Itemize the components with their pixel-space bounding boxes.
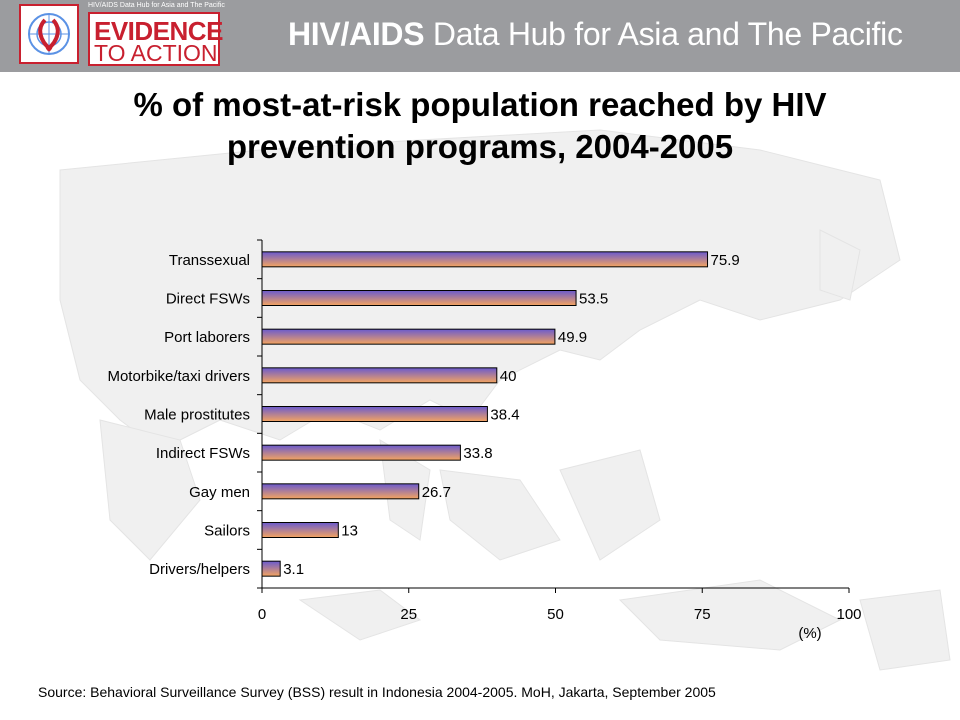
category-label: Direct FSWs [166,291,250,308]
category-label: Sailors [204,523,250,540]
category-label: Drivers/helpers [149,561,250,578]
x-tick-label: 25 [400,606,417,623]
bar [261,483,420,500]
category-label: Motorbike/taxi drivers [107,368,250,385]
data-label: 26.7 [422,484,451,501]
data-label: 75.9 [711,252,740,269]
bar [261,406,488,422]
data-label: 3.1 [283,561,304,578]
bar [261,328,556,345]
category-label: Transsexual [169,252,250,269]
category-label: Indirect FSWs [156,445,250,462]
category-label: Gay men [189,484,250,501]
x-tick-label: 100 [836,606,861,623]
category-label: Male prostitutes [144,407,250,424]
data-label: 40 [500,368,517,385]
slide-title-line2: prevention programs, 2004-2005 [226,128,734,165]
bar [261,522,339,538]
x-tick-label: 75 [694,606,711,623]
bar [261,290,577,306]
bar [261,560,281,577]
data-label: 53.5 [579,291,608,308]
data-label: 33.8 [463,445,492,462]
bar [261,251,709,268]
slide-title-line1: % of most-at-risk population reached by … [133,86,827,123]
x-tick-label: 0 [258,606,266,623]
slide-title: % of most-at-risk population reached by … [40,84,920,168]
logo-line2: TO ACTION [94,40,218,66]
x-axis-label: (%) [798,625,821,642]
logo-line1: EVIDENCE [94,16,223,46]
data-label: 49.9 [558,329,587,346]
data-label: 13 [341,523,358,540]
bar [261,444,461,461]
hub-title: HIV/AIDS Data Hub for Asia and The Pacif… [288,16,903,53]
source-note: Source: Behavioral Surveillance Survey (… [38,684,716,700]
hub-title-bold: HIV/AIDS [288,16,425,52]
hub-title-rest: Data Hub for Asia and The Pacific [424,16,903,52]
logo-subtitle: HIV/AIDS Data Hub for Asia and The Pacif… [88,2,225,9]
x-tick-label: 50 [547,606,564,623]
header-bar: HIV/AIDS Data Hub for Asia and The Pacif… [0,0,960,72]
bar [261,367,498,384]
evidence-to-action-logo: HIV/AIDS Data Hub for Asia and The Pacif… [88,2,225,66]
un-emblem-icon [19,4,79,64]
logo-box: EVIDENCE TO ACTION [88,12,223,66]
category-label: Port laborers [164,329,250,346]
data-label: 38.4 [490,407,519,424]
